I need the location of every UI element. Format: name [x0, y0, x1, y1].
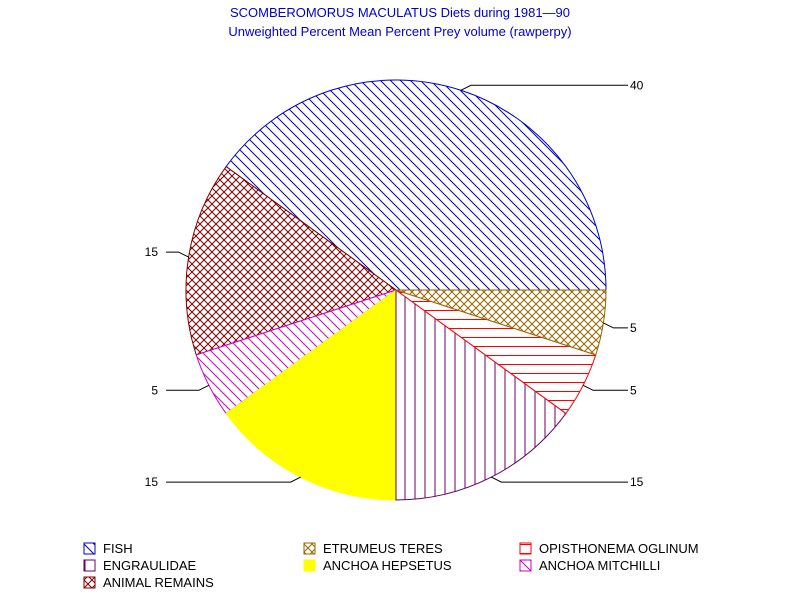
legend-swatch-anchoa-mitchilli [519, 559, 532, 572]
legend-label-anchoa-mitchilli: ANCHOA MITCHILLI [539, 558, 660, 573]
legend-label-etrumeus-teres: ETRUMEUS TERES [323, 541, 443, 556]
legend-label-animal-remains: ANIMAL REMAINS [103, 575, 214, 590]
legend-swatch-engraulidae [83, 559, 96, 572]
leader-line-engraulidae [491, 476, 628, 483]
pie-slice-fish [225, 79, 607, 291]
chart-title: SCOMBEROMORUS MACULATUS Diets during 198… [230, 5, 570, 20]
leader-line-anchoa-mitchilli [166, 384, 210, 391]
pie-slice-engraulidae [395, 289, 567, 501]
slice-label-engraulidae: 15 [630, 475, 644, 489]
pie-slice-anchoa-hepsetus [225, 289, 397, 501]
slice-label-etrumeus-teres: 5 [630, 321, 637, 335]
leader-line-etrumeus-teres [603, 322, 628, 329]
legend: FISH ETRUMEUS TERES OPISTHONEMA OGLINUM ENG… [83, 541, 699, 590]
legend-swatch-etrumeus-teres [303, 542, 316, 555]
pie-slices [185, 79, 607, 501]
leader-line-anchoa-hepsetus [166, 476, 301, 483]
legend-swatch-opisthonema-oglinum [519, 542, 532, 555]
pie-slice-animal-remains [185, 165, 398, 356]
slice-label-opisthonema-oglinum: 5 [630, 383, 637, 397]
pie-slice-etrumeus-teres [395, 289, 607, 356]
legend-label-anchoa-hepsetus: ANCHOA HEPSETUS [323, 558, 452, 573]
legend-swatch-anchoa-hepsetus [303, 559, 316, 572]
slice-label-anchoa-hepsetus: 15 [145, 475, 159, 489]
leader-line-opisthonema-oglinum [582, 384, 628, 391]
chart-subtitle: Unweighted Percent Mean Percent Prey vol… [228, 24, 571, 39]
leader-line-animal-remains [166, 251, 189, 258]
legend-swatch-fish [83, 542, 96, 555]
slice-label-fish: 40 [630, 78, 644, 92]
legend-label-fish: FISH [103, 541, 133, 556]
leader-line-fish [460, 84, 628, 91]
slice-label-anchoa-mitchilli: 5 [151, 383, 158, 397]
slice-labels: 40 15 5 15 15 5 5 [145, 78, 644, 489]
slice-label-animal-remains: 15 [145, 245, 159, 259]
legend-swatch-animal-remains [83, 576, 96, 589]
legend-label-opisthonema-oglinum: OPISTHONEMA OGLINUM [539, 541, 699, 556]
legend-label-engraulidae: ENGRAULIDAE [103, 558, 197, 573]
